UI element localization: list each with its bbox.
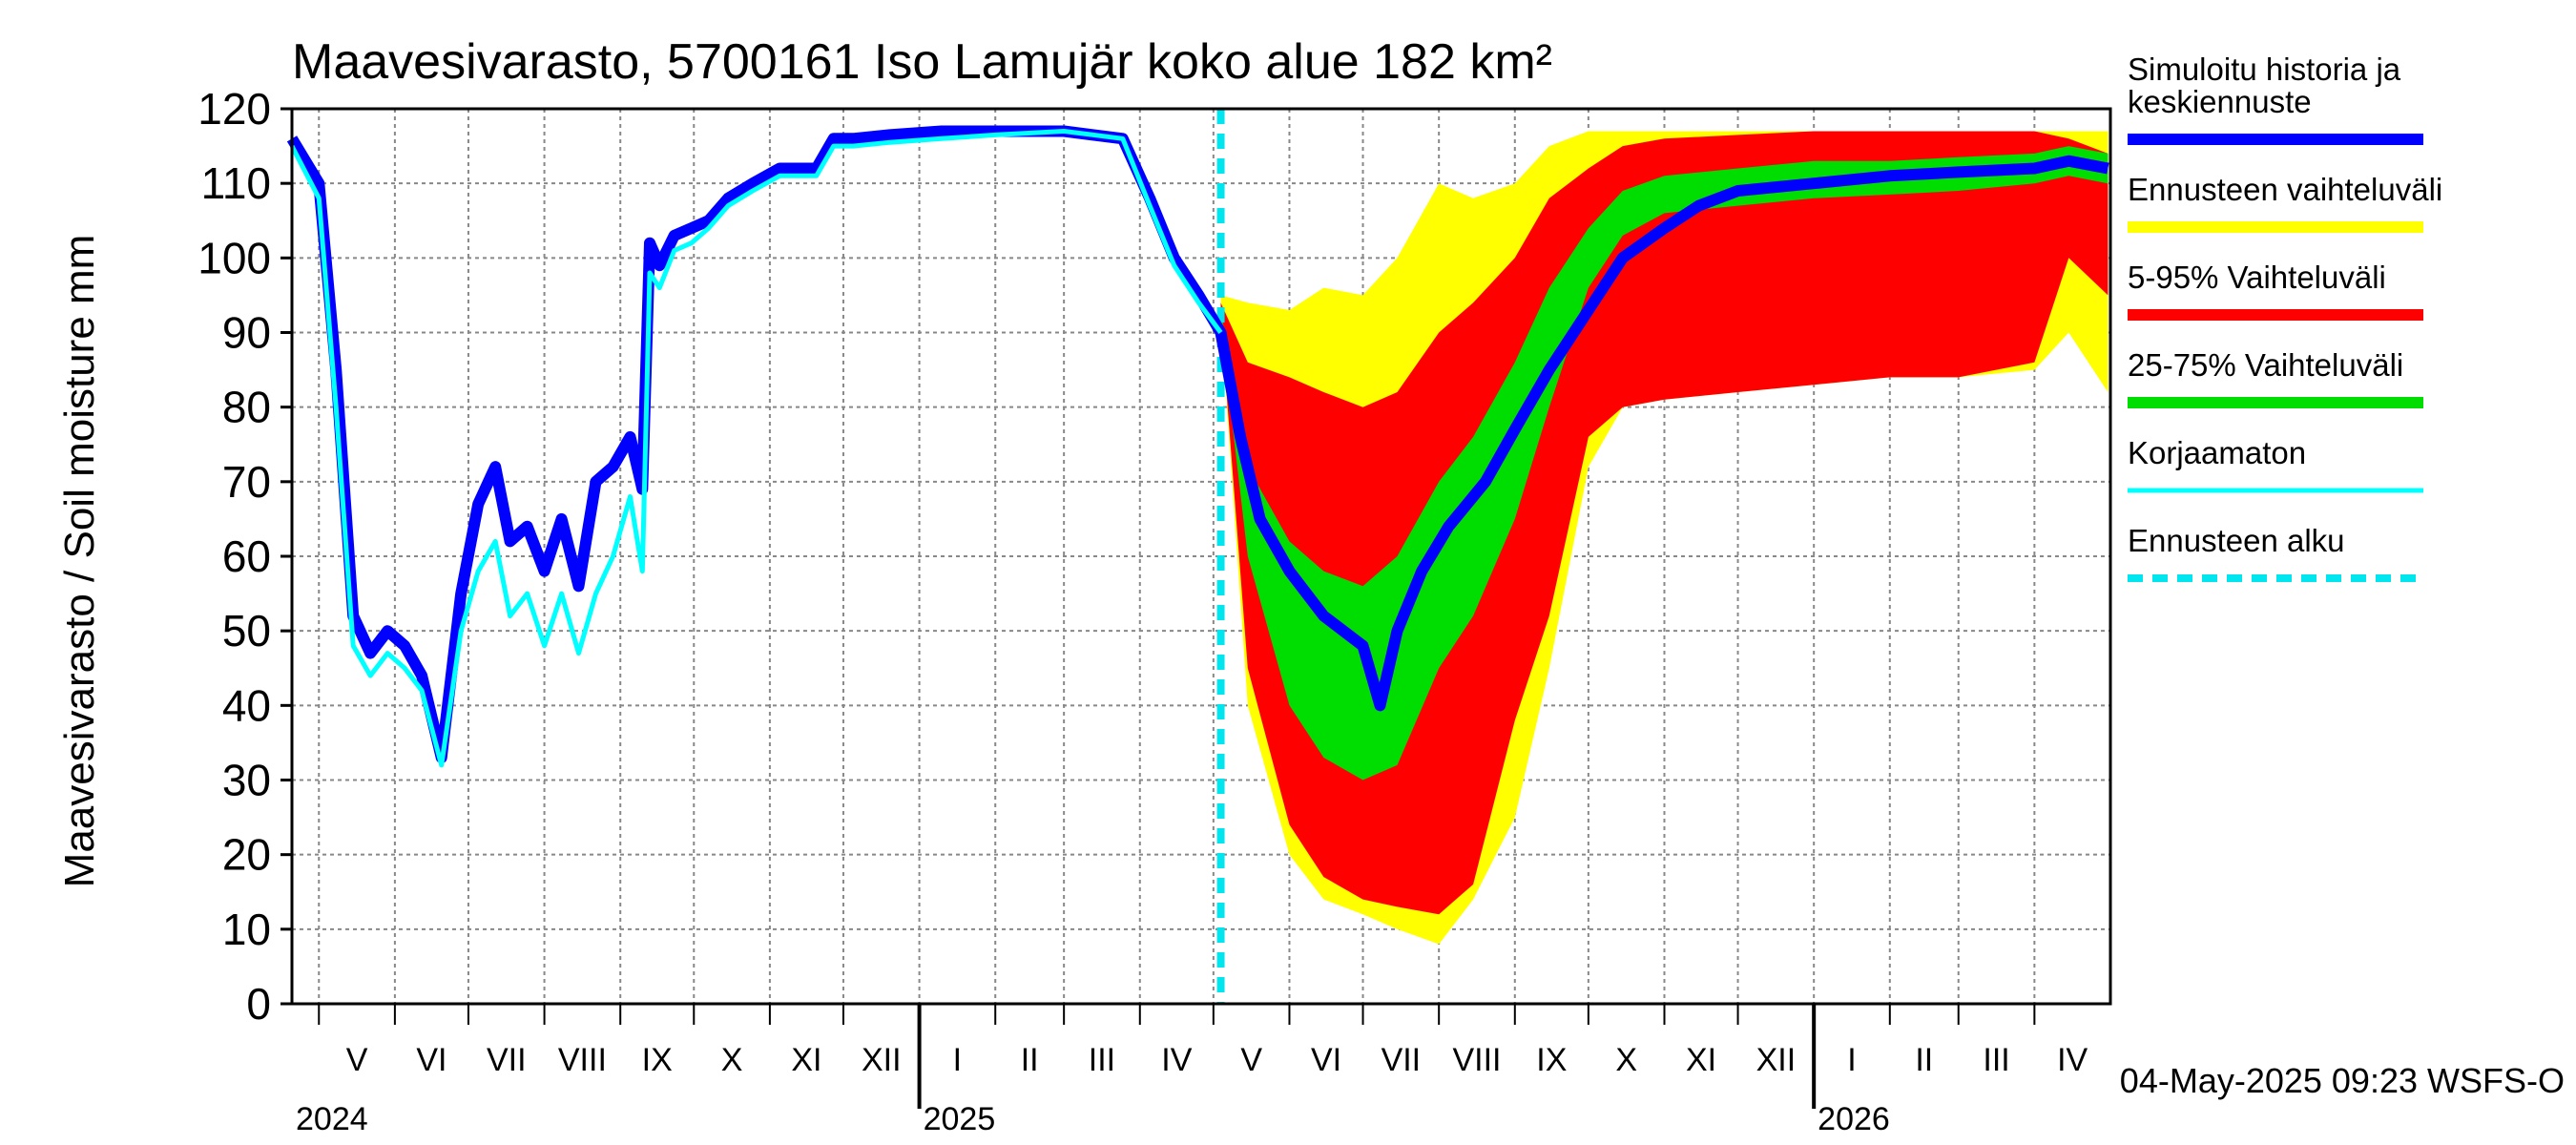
- month-label: IX: [642, 1042, 673, 1078]
- y-tick-label: 60: [222, 531, 271, 581]
- month-label: VII: [487, 1042, 527, 1078]
- month-label: X: [721, 1042, 743, 1078]
- legend-label: Simuloitu historia ja: [2128, 52, 2401, 87]
- month-label: VIII: [558, 1042, 607, 1078]
- y-tick-label: 120: [197, 84, 271, 134]
- legend-label: Korjaamaton: [2128, 435, 2306, 470]
- y-tick-label: 10: [222, 905, 271, 954]
- month-label: III: [1089, 1042, 1115, 1078]
- month-label: VIII: [1452, 1042, 1501, 1078]
- legend-label: Ennusteen alku: [2128, 523, 2345, 558]
- month-label: V: [1240, 1042, 1262, 1078]
- year-label: 2026: [1818, 1101, 1890, 1137]
- legend-label: 5-95% Vaihteluväli: [2128, 260, 2386, 295]
- month-label: II: [1915, 1042, 1933, 1078]
- plot-frame: [290, 107, 2112, 1006]
- month-label: I: [1847, 1042, 1856, 1078]
- month-label: I: [953, 1042, 962, 1078]
- legend-label: 25-75% Vaihteluväli: [2128, 347, 2403, 383]
- month-label: II: [1021, 1042, 1039, 1078]
- month-label: III: [1983, 1042, 2009, 1078]
- month-label: V: [346, 1042, 368, 1078]
- month-label: IV: [2057, 1042, 2088, 1078]
- year-label: 2025: [924, 1101, 996, 1137]
- month-label: XII: [1756, 1042, 1797, 1078]
- band-25-75-vaihteluv-li: [1220, 146, 2109, 781]
- month-label: VII: [1381, 1042, 1422, 1078]
- y-tick-label: 90: [222, 308, 271, 358]
- band-5-95-vaihteluv-li: [1220, 131, 2109, 915]
- legend: [2128, 134, 2423, 582]
- y-tick-label: 20: [222, 830, 271, 880]
- month-label: X: [1615, 1042, 1637, 1078]
- month-label: XII: [862, 1042, 902, 1078]
- year-label: 2024: [296, 1101, 368, 1137]
- month-label: IX: [1536, 1042, 1567, 1078]
- y-tick-label: 0: [246, 979, 271, 1029]
- month-label: XI: [791, 1042, 821, 1078]
- month-label: VI: [1311, 1042, 1341, 1078]
- series-simulated-line: [286, 125, 2109, 763]
- y-tick-label: 70: [222, 457, 271, 507]
- y-tick-label: 50: [222, 606, 271, 656]
- month-label: VI: [416, 1042, 447, 1078]
- chart-title: Maavesivarasto, 5700161 Iso Lamujär koko…: [292, 34, 1552, 90]
- y-tick-label: 40: [222, 680, 271, 730]
- y-tick-label: 100: [197, 233, 271, 282]
- series-uncorrected-line: [289, 129, 1223, 768]
- y-tick-label: 30: [222, 756, 271, 805]
- y-tick-label: 110: [201, 158, 271, 208]
- legend-label: Ennusteen vaihteluväli: [2128, 172, 2442, 207]
- month-label: XI: [1686, 1042, 1716, 1078]
- y-tick-label: 80: [222, 383, 271, 432]
- month-label: IV: [1161, 1042, 1192, 1078]
- y-axis-label: Maavesivarasto / Soil moisture mm: [56, 235, 103, 888]
- legend-label: keskiennuste: [2128, 84, 2312, 119]
- timestamp-label: 04-May-2025 09:23 WSFS-O: [2120, 1061, 2565, 1100]
